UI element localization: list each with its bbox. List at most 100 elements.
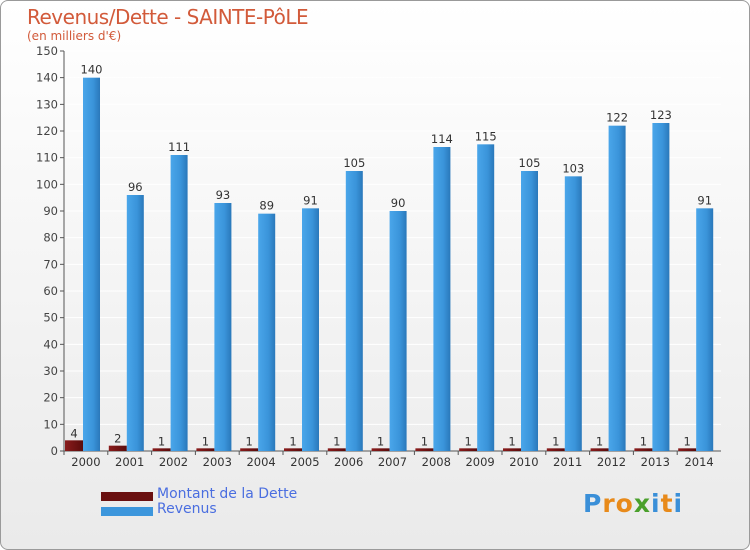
x-tick-label: 2007 <box>378 455 407 469</box>
x-tick-label: 2003 <box>203 455 232 469</box>
y-tick-label: 100 <box>36 177 58 191</box>
data-label-debt: 2 <box>114 432 121 446</box>
y-tick-label: 80 <box>43 231 58 245</box>
bar-revenue <box>345 171 363 451</box>
data-label-revenue: 90 <box>391 196 406 210</box>
legend-label-revenue: Revenus <box>157 501 217 517</box>
bar-revenue <box>521 171 538 451</box>
bar-revenue <box>564 176 582 452</box>
bar-debt <box>590 448 609 451</box>
data-label-debt: 1 <box>508 434 515 448</box>
data-label-debt: 1 <box>640 434 647 448</box>
bar-debt <box>503 448 521 451</box>
y-tick-label: 30 <box>43 364 58 378</box>
data-label-revenue: 103 <box>562 161 584 175</box>
data-label-revenue: 122 <box>606 111 628 125</box>
y-tick-label: 0 <box>51 444 58 458</box>
y-tick-label: 60 <box>43 284 58 298</box>
data-label-revenue: 111 <box>168 140 190 154</box>
y-tick-label: 140 <box>36 71 58 85</box>
data-label-revenue: 96 <box>128 180 143 194</box>
legend-label-debt: Montant de la Dette <box>157 486 298 502</box>
y-tick-label: 120 <box>36 124 58 138</box>
x-tick-label: 2002 <box>159 455 188 469</box>
bar-debt <box>327 448 346 451</box>
bar-debt <box>546 448 565 451</box>
data-label-debt: 1 <box>289 434 296 448</box>
bar-debt <box>284 448 302 451</box>
data-label-debt: 1 <box>158 434 165 448</box>
y-tick-label: 90 <box>43 204 58 218</box>
bar-revenue <box>477 144 495 452</box>
data-label-revenue: 123 <box>650 108 672 122</box>
legend-swatch-revenue <box>101 507 153 516</box>
chart-subtitle: (en milliers d'€) <box>27 29 122 43</box>
bar-revenue <box>696 208 714 451</box>
data-label-debt: 1 <box>552 434 559 448</box>
data-label-revenue: 91 <box>303 193 318 207</box>
x-tick-label: 2006 <box>334 455 363 469</box>
x-tick-label: 2010 <box>509 455 538 469</box>
data-label-revenue: 115 <box>475 129 497 143</box>
data-label-debt: 1 <box>333 434 340 448</box>
y-tick-label: 50 <box>43 311 58 325</box>
data-label-debt: 1 <box>202 434 209 448</box>
data-label-debt: 1 <box>421 434 428 448</box>
y-tick-label: 10 <box>43 417 58 431</box>
data-label-debt: 1 <box>377 434 384 448</box>
bar-revenue <box>433 147 451 451</box>
y-tick-label: 40 <box>43 337 58 351</box>
y-tick-label: 130 <box>36 97 58 111</box>
bar-debt <box>459 448 478 451</box>
x-tick-label: 2004 <box>246 455 275 469</box>
x-tick-label: 2013 <box>641 455 670 469</box>
bar-debt <box>108 445 127 451</box>
data-label-debt: 1 <box>684 434 691 448</box>
bar-debt <box>240 448 259 451</box>
proxiti-logo: Proxiti <box>583 489 684 518</box>
x-tick-label: 2001 <box>115 455 144 469</box>
data-label-revenue: 105 <box>343 156 365 170</box>
bar-debt <box>65 440 83 451</box>
bar-revenue <box>608 125 626 452</box>
bar-debt <box>678 448 697 451</box>
bar-revenue <box>389 211 407 451</box>
data-label-revenue: 114 <box>431 132 453 146</box>
y-tick-label: 70 <box>43 257 58 271</box>
x-tick-label: 2000 <box>71 455 100 469</box>
x-tick-label: 2008 <box>422 455 451 469</box>
data-label-debt: 1 <box>465 434 472 448</box>
chart-title: Revenus/Dette - SAINTE-PôLE <box>27 5 309 29</box>
data-label-debt: 4 <box>70 426 77 440</box>
bar-debt <box>196 448 215 451</box>
bar-debt <box>152 448 171 451</box>
y-tick-label: 20 <box>43 391 58 405</box>
bar-debt <box>634 448 653 451</box>
data-label-revenue: 91 <box>697 193 712 207</box>
x-tick-label: 2005 <box>290 455 319 469</box>
x-tick-label: 2014 <box>684 455 713 469</box>
bar-revenue <box>83 77 100 452</box>
data-label-revenue: 89 <box>259 199 274 213</box>
bar-revenue <box>214 203 232 451</box>
data-label-revenue: 93 <box>216 188 231 202</box>
bar-revenue <box>258 213 276 451</box>
x-tick-label: 2009 <box>465 455 494 469</box>
y-tick-label: 110 <box>36 151 58 165</box>
bar-revenue <box>126 195 144 451</box>
x-tick-label: 2012 <box>597 455 626 469</box>
x-tick-label: 2011 <box>553 455 582 469</box>
y-tick-label: 150 <box>36 44 58 58</box>
data-label-debt: 1 <box>246 434 253 448</box>
bar-debt <box>371 448 390 451</box>
bar-revenue <box>170 155 188 451</box>
bar-debt <box>415 448 434 451</box>
data-label-revenue: 105 <box>519 156 541 170</box>
bar-revenue <box>302 208 319 451</box>
data-label-debt: 1 <box>596 434 603 448</box>
bar-revenue <box>652 123 670 451</box>
data-label-revenue: 140 <box>81 63 103 77</box>
legend-swatch-debt <box>101 492 153 501</box>
